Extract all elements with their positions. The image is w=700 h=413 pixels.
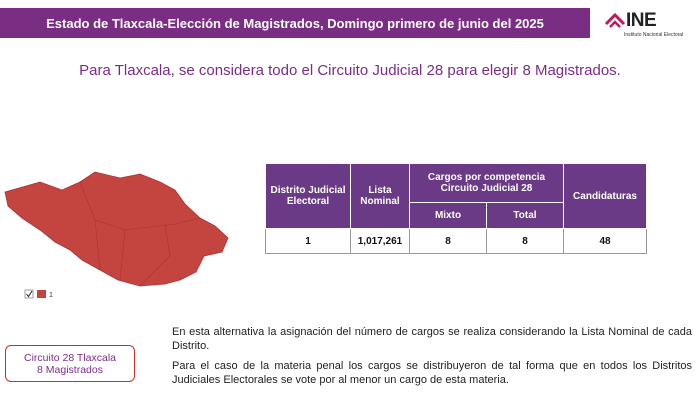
legend-checkbox (24, 289, 34, 299)
legend-label: 1 (49, 292, 53, 299)
logo: INE Instituto Nacional Electoral (604, 10, 694, 40)
table-cell: 1,017,261 (350, 228, 410, 254)
table-header: Candidaturas (563, 163, 647, 229)
table-cell: 1 (265, 228, 351, 254)
logo-text: INE (626, 10, 657, 31)
logo-subtitle: Instituto Nacional Electoral (624, 32, 684, 38)
legend-swatch (37, 290, 46, 298)
table-header: Lista Nominal (350, 163, 410, 229)
table-cell: 8 (486, 228, 564, 254)
subtitle: Para Tlaxcala, se considera todo el Circ… (79, 62, 621, 79)
table-header: Cargos por competencia Circuito Judicial… (409, 162, 564, 204)
map-borders (79, 181, 201, 287)
callout-line: Circuito 28 Tlaxcala (23, 351, 116, 364)
table-cell: 8 (409, 228, 487, 254)
table-header: Distrito Judicial Electoral (265, 163, 351, 229)
table-subheader: Total (486, 202, 564, 229)
table-subheader: Mixto (409, 202, 487, 229)
callout: Circuito 28 Tlaxcala 8 Magistrados (5, 345, 135, 382)
legend-check (26, 290, 33, 298)
header-bar: Estado de Tlaxcala-Elección de Magistrad… (0, 8, 590, 38)
table-cell: 48 (563, 228, 647, 254)
logo-icon (604, 12, 626, 28)
callout-line: 8 Magistrados (37, 363, 103, 376)
paragraph: Para el caso de la materia penal los car… (172, 360, 692, 386)
paragraph: En esta alternativa la asignación del nú… (172, 326, 692, 352)
map-shape (4, 171, 229, 287)
header-title: Estado de Tlaxcala-Elección de Magistrad… (46, 15, 544, 31)
data-table: Distrito Judicial Electoral Lista Nomina… (265, 162, 647, 254)
text-block: En esta alternativa la asignación del nú… (172, 325, 692, 393)
map: 1 (4, 171, 229, 299)
